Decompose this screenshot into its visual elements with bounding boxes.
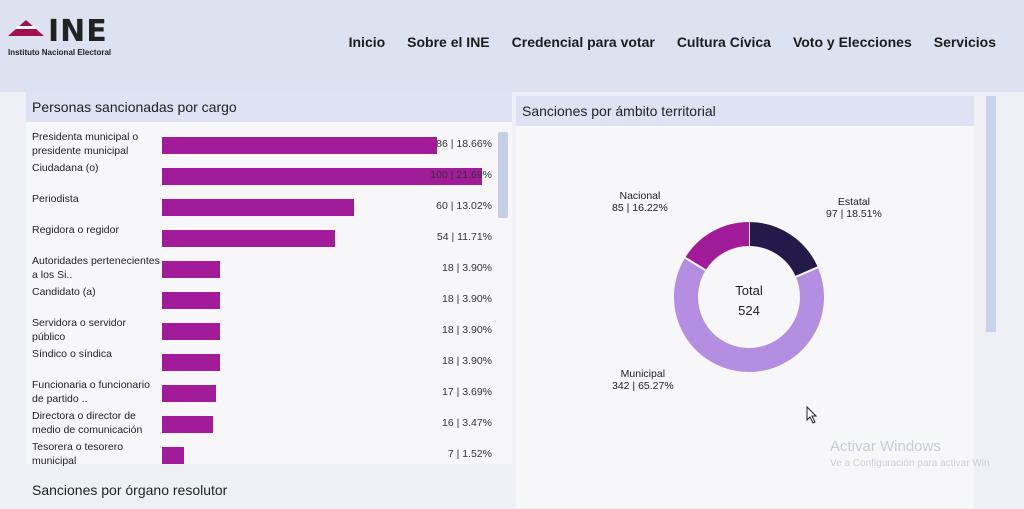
bar[interactable] — [162, 416, 214, 433]
bar-value: 16 | 3.47% — [441, 417, 492, 429]
donut-slice-estatal[interactable] — [748, 222, 818, 278]
bar[interactable] — [162, 292, 220, 309]
bar-label: Ciudadana (o) — [32, 162, 99, 174]
bar-label: Regidora o regidor — [32, 224, 119, 236]
page-scrollbar[interactable] — [986, 96, 996, 332]
logo-text: INE — [48, 14, 108, 49]
top-navigation-bar: INE Instituto Nacional Electoral Inicio … — [0, 0, 1024, 92]
sanctioned-by-position-panel: Personas sancionadas por cargo President… — [26, 92, 512, 467]
bar-label: Autoridades pertenecientes a los Si.. — [32, 255, 160, 281]
bar-value: 54 | 11.71% — [436, 231, 492, 243]
logo-subtitle: Instituto Nacional Electoral — [8, 48, 112, 57]
donut-total-value: 524 — [738, 303, 760, 318]
bar-row[interactable]: Funcionaria o funcionario de partido .. 1… — [26, 378, 496, 408]
bar[interactable] — [162, 168, 482, 185]
bar-label: Periodista — [32, 193, 79, 205]
slice-value: 85 | 16.22% — [612, 202, 668, 214]
bar[interactable] — [162, 137, 438, 154]
nav-credencial-para-votar[interactable]: Credencial para votar — [511, 34, 655, 50]
bar-row[interactable]: Candidato (a) 18 | 3.90% — [26, 285, 496, 315]
bar-row[interactable]: Síndico o síndica 18 | 3.90% — [26, 347, 496, 377]
nav-cultura-civica[interactable]: Cultura Cívica — [676, 34, 771, 50]
bar-row[interactable]: Ciudadana (o) 100 | 21.69% — [26, 161, 496, 191]
windows-activation-hint: Ve a Configuración para activar Win — [830, 458, 990, 469]
mouse-cursor-icon — [806, 406, 818, 424]
nav-inicio[interactable]: Inicio — [348, 34, 386, 50]
bar-row[interactable]: Servidora o servidor público 18 | 3.90% — [26, 316, 496, 346]
bar-value: 18 | 3.90% — [441, 355, 492, 367]
donut-slice-municipal[interactable] — [674, 257, 824, 372]
bar-label: Directora o director de medio de comunic… — [32, 410, 143, 436]
slice-name: Municipal — [620, 368, 666, 380]
nav-sobre-el-ine[interactable]: Sobre el INE — [407, 34, 490, 50]
bar-label: Funcionaria o funcionario de partido .. — [32, 379, 150, 405]
bar-value: 86 | 18.66% — [436, 138, 492, 150]
bar-row[interactable]: Regidora o regidor 54 | 11.71% — [26, 223, 496, 253]
slice-separator — [684, 256, 707, 272]
slice-label-municipal: Municipal 342 | 65.27% — [612, 368, 674, 392]
bar[interactable] — [162, 385, 217, 402]
bar-value: 100 | 21.69% — [430, 169, 492, 181]
bar-label: Tesorera o tesorero municipal — [32, 441, 124, 467]
territorial-scope-panel: Sanciones por ámbito territorial Total 52… — [516, 96, 974, 508]
bar-label: Síndico o síndica — [32, 348, 112, 360]
bar-label: Presidenta municipal o presidente munici… — [32, 131, 139, 157]
bar-label: Candidato (a) — [32, 286, 96, 298]
bar[interactable] — [162, 199, 354, 216]
bar-row[interactable]: Presidenta municipal o presidente munici… — [26, 130, 496, 160]
slice-value: 97 | 18.51% — [826, 208, 882, 220]
donut-total-label: Total — [735, 283, 763, 298]
bar-value: 18 | 3.90% — [441, 324, 492, 336]
donut-slice-nacional[interactable] — [685, 222, 750, 271]
slice-label-nacional: Nacional 85 | 16.22% — [612, 190, 668, 214]
section-title-organo-resolutor: Sanciones por órgano resolutor — [32, 482, 228, 498]
bar-chart-scrollbar[interactable] — [498, 132, 508, 218]
bar-value: 60 | 13.02% — [436, 200, 492, 212]
bar-row[interactable]: Autoridades pertenecientes a los Si.. 18 … — [26, 254, 496, 284]
bar-value: 18 | 3.90% — [441, 293, 492, 305]
donut-chart-area: Total 524 Nacional 85 | 16.22% Estatal 97… — [516, 132, 974, 452]
slice-name: Estatal — [837, 196, 870, 208]
bar[interactable] — [162, 261, 220, 278]
bar-value: 7 | 1.52% — [447, 448, 492, 460]
slice-separator — [795, 266, 819, 278]
nav-voto-y-elecciones[interactable]: Voto y Elecciones — [792, 34, 912, 50]
panel-title: Personas sancionadas por cargo — [26, 92, 512, 122]
bar-label: Servidora o servidor público — [32, 317, 126, 343]
windows-activation-watermark: Activar Windows — [830, 438, 941, 455]
slice-label-estatal: Estatal 97 | 18.51% — [826, 196, 882, 220]
panel-title: Sanciones por ámbito territorial — [516, 96, 974, 126]
donut-chart: Total 524 — [674, 222, 824, 372]
bar-row[interactable]: Tesorera o tesorero municipal 7 | 1.52% — [26, 440, 496, 470]
bar[interactable] — [162, 230, 335, 247]
bar[interactable] — [162, 447, 185, 464]
main-menu: Inicio Sobre el INE Credencial para vota… — [349, 34, 996, 50]
bar-value: 18 | 3.90% — [441, 262, 492, 274]
nav-servicios[interactable]: Servicios — [933, 34, 996, 50]
slice-name: Nacional — [619, 190, 661, 202]
bar[interactable] — [162, 323, 220, 340]
bar-row[interactable]: Periodista 60 | 13.02% — [26, 192, 496, 222]
ine-logo[interactable]: INE Instituto Nacional Electoral — [8, 14, 158, 62]
slice-value: 342 | 65.27% — [612, 380, 674, 392]
bar-value: 17 | 3.69% — [441, 386, 492, 398]
bar-row[interactable]: Directora o director de medio de comunic… — [26, 409, 496, 439]
bar[interactable] — [162, 354, 220, 371]
ine-logo-icon — [8, 20, 44, 36]
